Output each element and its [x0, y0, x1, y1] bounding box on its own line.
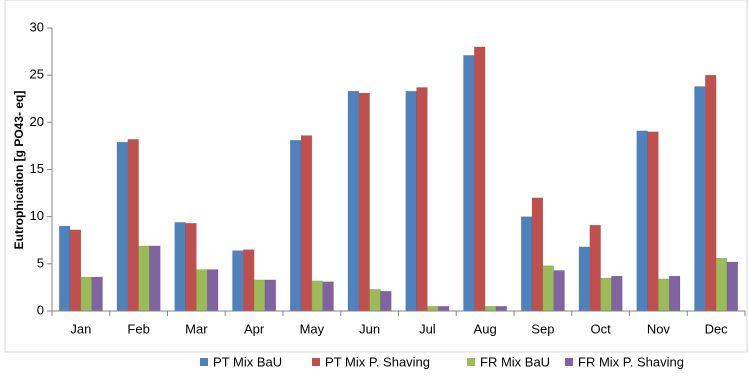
bar	[369, 289, 381, 312]
legend-swatch	[565, 358, 573, 366]
x-tick-label: Jan	[70, 321, 91, 336]
bar	[206, 269, 219, 312]
bar	[253, 279, 266, 312]
y-tick-label: 5	[37, 255, 44, 270]
bar	[127, 139, 139, 312]
legend-label: FR Mix P. Shaving	[578, 354, 684, 369]
bar	[80, 276, 92, 312]
bar	[358, 92, 370, 312]
bar	[495, 306, 508, 312]
x-tick-label: Sep	[531, 321, 554, 336]
bar	[658, 278, 670, 312]
bar	[578, 246, 591, 312]
bar	[311, 280, 323, 312]
bar	[600, 277, 612, 312]
bar	[91, 276, 103, 312]
y-tick-label: 25	[30, 67, 44, 82]
legend-label: PT Mix BaU	[213, 354, 282, 369]
bar	[463, 55, 475, 312]
bar	[116, 141, 129, 312]
bar	[668, 275, 681, 312]
bar	[322, 281, 334, 312]
y-tick-label: 0	[37, 302, 44, 317]
x-tick-label: Mar	[185, 321, 208, 336]
y-tick-label: 15	[30, 161, 44, 176]
y-tick-label: 30	[30, 19, 44, 34]
bar	[531, 197, 544, 312]
bar	[553, 270, 565, 312]
bar	[715, 257, 728, 312]
bar	[484, 306, 497, 312]
bar	[474, 46, 486, 312]
bar	[149, 245, 161, 312]
bar	[636, 130, 648, 312]
bar	[69, 229, 82, 312]
bar	[380, 290, 392, 312]
y-axis-label: Eutrophication [g PO43- eq]	[12, 91, 26, 250]
legend-label: FR Mix BaU	[480, 354, 550, 369]
x-tick-label: Jul	[419, 321, 436, 336]
bar	[416, 87, 428, 312]
bar	[196, 269, 208, 312]
x-tick-label: Jun	[359, 321, 380, 336]
chart-frame	[4, 0, 748, 353]
bar	[405, 90, 417, 312]
y-tick-label: 10	[30, 208, 44, 223]
bar	[174, 222, 186, 312]
x-tick-label: Aug	[474, 321, 497, 336]
bar	[347, 90, 360, 312]
x-tick-label: Oct	[591, 321, 612, 336]
x-tick-label: Nov	[647, 321, 671, 336]
bar	[243, 249, 255, 312]
bar	[520, 216, 533, 312]
bar	[185, 223, 197, 312]
y-tick-label: 20	[30, 114, 44, 129]
bar	[705, 74, 717, 312]
bar	[437, 306, 450, 312]
bar	[542, 265, 554, 312]
bar	[300, 135, 313, 312]
bar	[138, 245, 150, 312]
bar	[589, 224, 601, 312]
bar	[264, 279, 277, 312]
bar	[427, 306, 439, 312]
x-tick-label: Apr	[244, 321, 265, 336]
legend-swatch	[312, 358, 320, 366]
legend-label: PT Mix P. Shaving	[325, 354, 430, 369]
bar	[232, 250, 244, 312]
bar	[647, 131, 659, 312]
x-tick-label: Dec	[705, 321, 729, 336]
legend-swatch	[200, 358, 208, 366]
legend-swatch	[467, 358, 475, 366]
x-tick-label: May	[300, 321, 325, 336]
bar	[611, 275, 623, 312]
x-tick-label: Feb	[127, 321, 149, 336]
bar	[58, 225, 71, 312]
bar	[289, 140, 302, 312]
bar	[726, 261, 739, 312]
bar	[694, 86, 706, 312]
